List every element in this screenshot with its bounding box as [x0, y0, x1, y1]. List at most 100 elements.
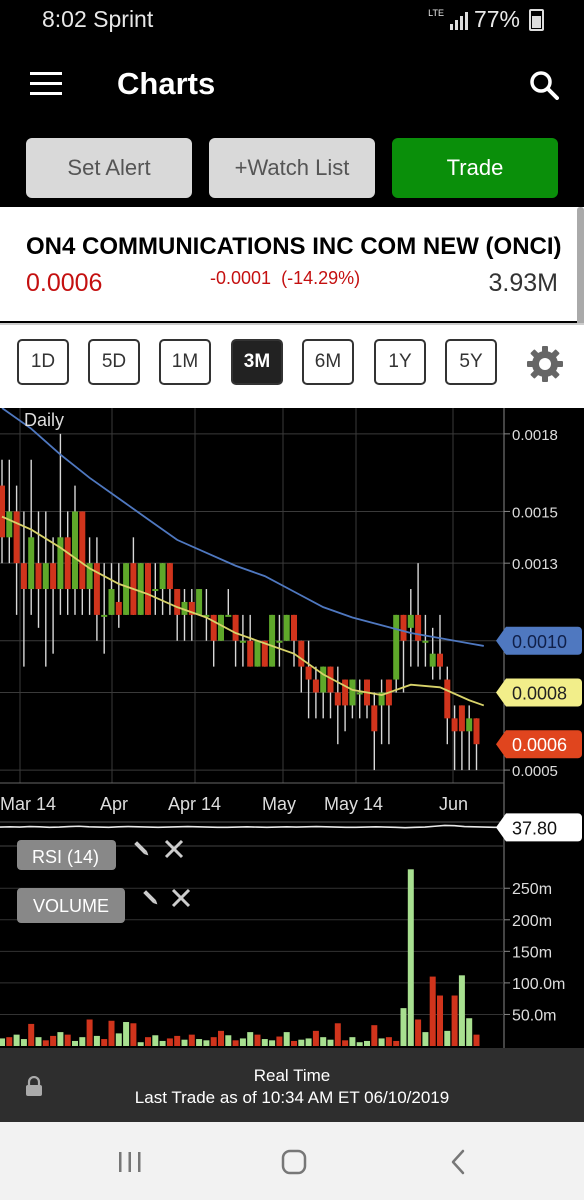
volume-bar — [437, 995, 443, 1046]
y-tick-label: 0.0015 — [512, 504, 558, 521]
volume-bar — [181, 1039, 188, 1046]
change-value: -0.0001 — [210, 268, 272, 288]
candle-body — [64, 537, 71, 590]
volume-label: VOLUME — [33, 896, 109, 916]
rsi-label: RSI (14) — [32, 847, 99, 867]
volume-bar — [35, 1037, 42, 1046]
volume-bar — [393, 1040, 400, 1046]
rsi-close-icon — [164, 839, 184, 859]
volume-bar — [137, 1042, 144, 1046]
candle-body — [247, 640, 254, 667]
candle-body — [473, 718, 480, 745]
trade-button[interactable]: Trade — [392, 138, 558, 198]
volume-bar — [101, 1039, 108, 1046]
chart-area[interactable]: 0.0018 0.0015 0.0013 0.0005 0.0010 0.0008 0.00… — [0, 407, 584, 1048]
chart-canvas[interactable]: 0.0018 0.0015 0.0013 0.0005 0.0010 0.0008 0.00… — [0, 407, 584, 1048]
volume-tick-label: 150m — [512, 944, 552, 961]
moving-average-slow-line — [1, 407, 484, 647]
x-tick-label: May 14 — [324, 794, 383, 814]
range-3m-button[interactable]: 3M — [231, 339, 283, 385]
volume-tick-label: 200m — [512, 913, 552, 930]
range-5y-button[interactable]: 5Y — [445, 339, 497, 385]
range-1m-button[interactable]: 1M — [159, 339, 211, 385]
candle-body — [196, 589, 203, 615]
back-icon[interactable] — [448, 1148, 468, 1176]
candle-body — [210, 614, 217, 641]
volume-bar — [174, 1035, 181, 1046]
volume-bar — [283, 1032, 290, 1046]
last-price: 0.0006 — [26, 269, 103, 297]
volume-bar — [378, 1038, 385, 1046]
volume-bar — [86, 1019, 93, 1046]
price-change: -0.0001 (-14.29%) — [210, 268, 360, 289]
volume-edit-icon — [143, 890, 158, 905]
pencil-body — [134, 841, 147, 854]
range-1d-button[interactable]: 1D — [17, 339, 69, 385]
volume-bar — [276, 1036, 283, 1046]
set-alert-button[interactable]: Set Alert — [26, 138, 192, 198]
candle-body — [254, 640, 261, 667]
volume-bar — [152, 1035, 159, 1046]
watch-list-button[interactable]: +Watch List — [209, 138, 375, 198]
volume-bar — [6, 1037, 13, 1046]
candle-body — [269, 614, 276, 667]
range-5d-button[interactable]: 5D — [88, 339, 140, 385]
candle-body — [276, 640, 283, 643]
volume-bar — [320, 1037, 327, 1046]
candle-body — [429, 653, 436, 667]
candle-body — [108, 589, 115, 615]
volume-bar — [166, 1038, 173, 1046]
status-indicators: LTE 77% — [428, 6, 544, 33]
volume-bar — [50, 1035, 57, 1046]
quote-panel: ON4 COMMUNICATIONS INC COM NEW (ONCI) 0.… — [0, 207, 584, 321]
volume-bar — [400, 1008, 407, 1046]
candle-body — [72, 511, 78, 590]
gear-icon[interactable] — [526, 345, 564, 383]
candle-body — [188, 601, 195, 615]
candle-body — [305, 666, 312, 680]
volume-label-box — [17, 888, 125, 923]
menu-icon[interactable] — [30, 72, 62, 98]
range-6m-button[interactable]: 6M — [302, 339, 354, 385]
volume-bar — [458, 975, 465, 1046]
candle-body — [458, 705, 465, 732]
volume-bar — [466, 1018, 473, 1046]
security-name: ON4 COMMUNICATIONS INC COM NEW (ONCI) — [26, 233, 562, 260]
volume-bar — [291, 1040, 297, 1046]
volume-bar — [57, 1032, 64, 1046]
y-tick-label: 0.0018 — [512, 427, 558, 444]
candle-body — [407, 614, 414, 628]
candle-body — [145, 563, 151, 615]
candle-body — [312, 679, 319, 693]
x-tick-label: Apr — [100, 794, 128, 814]
scrollbar-thumb[interactable] — [577, 207, 584, 415]
change-percent: (-14.29%) — [281, 268, 361, 288]
candle-body — [283, 614, 290, 641]
volume-bar — [108, 1020, 115, 1046]
candle-body — [400, 614, 407, 641]
search-icon[interactable] — [529, 70, 559, 100]
candle-body — [159, 563, 166, 590]
y-tick-label: 0.0005 — [512, 763, 558, 780]
volume-tick-label: 100.0m — [512, 976, 565, 993]
volume-bar — [429, 976, 436, 1046]
home-icon[interactable] — [280, 1148, 308, 1176]
recent-apps-icon[interactable] — [116, 1150, 144, 1174]
candle-body — [451, 718, 458, 732]
last-trade-label: Last Trade as of 10:34 AM ET 06/10/2019 — [134, 1088, 450, 1107]
candle-body — [415, 614, 422, 641]
volume-bar — [232, 1040, 239, 1046]
network-type: LTE — [428, 7, 444, 18]
volume-bar — [225, 1035, 232, 1046]
volume-value: 3.93M — [488, 269, 558, 297]
page-title: Charts — [117, 66, 216, 101]
candle-body — [86, 563, 93, 590]
volume-bar — [269, 1040, 276, 1046]
volume-bar — [79, 1037, 86, 1046]
range-1y-button[interactable]: 1Y — [374, 339, 426, 385]
candle-body — [50, 563, 57, 590]
realtime-footer: Real Time Last Trade as of 10:34 AM ET 0… — [0, 1048, 584, 1122]
volume-bar — [210, 1037, 217, 1046]
candle-body — [327, 666, 334, 693]
volume-tick-label: 50.0m — [512, 1007, 556, 1024]
